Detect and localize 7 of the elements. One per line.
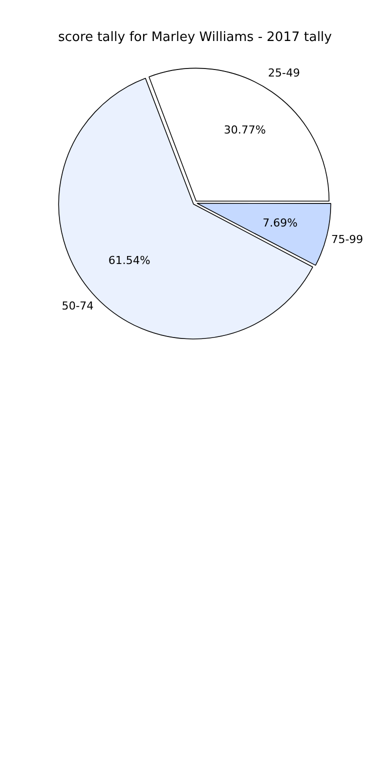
slice-label: 75-99: [331, 233, 364, 246]
slice-label: 50-74: [62, 300, 94, 313]
data-label: 61.54%: [108, 254, 150, 267]
data-label: 30.77%: [224, 124, 266, 136]
chart-title: score tally for Marley Williams - 2017 tally: [58, 30, 332, 46]
data-label: 7.69%: [262, 216, 298, 230]
slice-label: 25-49: [268, 66, 300, 80]
